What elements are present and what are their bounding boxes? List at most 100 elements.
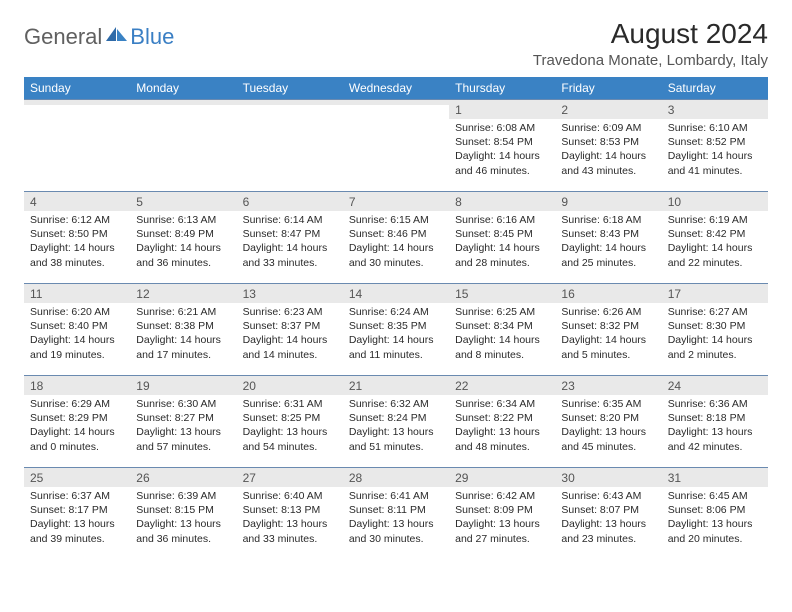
sunset-text: Sunset: 8:29 PM [30, 411, 124, 425]
sunrise-text: Sunrise: 6:45 AM [668, 489, 762, 503]
calendar-cell: 8Sunrise: 6:16 AMSunset: 8:45 PMDaylight… [449, 192, 555, 284]
day-details: Sunrise: 6:24 AMSunset: 8:35 PMDaylight:… [343, 303, 449, 366]
day-number: 25 [24, 468, 130, 487]
sunset-text: Sunset: 8:11 PM [349, 503, 443, 517]
daylight-text: Daylight: 14 hours and 19 minutes. [30, 333, 124, 361]
day-number: 22 [449, 376, 555, 395]
sunset-text: Sunset: 8:40 PM [30, 319, 124, 333]
sunrise-text: Sunrise: 6:31 AM [243, 397, 337, 411]
calendar-cell [237, 100, 343, 192]
sunset-text: Sunset: 8:47 PM [243, 227, 337, 241]
sunrise-text: Sunrise: 6:15 AM [349, 213, 443, 227]
sunrise-text: Sunrise: 6:34 AM [455, 397, 549, 411]
sunrise-text: Sunrise: 6:19 AM [668, 213, 762, 227]
day-header: Thursday [449, 77, 555, 100]
day-details [130, 105, 236, 111]
calendar-table: Sunday Monday Tuesday Wednesday Thursday… [24, 77, 768, 560]
day-details: Sunrise: 6:13 AMSunset: 8:49 PMDaylight:… [130, 211, 236, 274]
day-details: Sunrise: 6:36 AMSunset: 8:18 PMDaylight:… [662, 395, 768, 458]
day-number: 6 [237, 192, 343, 211]
day-number: 29 [449, 468, 555, 487]
sunset-text: Sunset: 8:54 PM [455, 135, 549, 149]
sunset-text: Sunset: 8:53 PM [561, 135, 655, 149]
day-number: 12 [130, 284, 236, 303]
daylight-text: Daylight: 14 hours and 41 minutes. [668, 149, 762, 177]
sunset-text: Sunset: 8:52 PM [668, 135, 762, 149]
sunrise-text: Sunrise: 6:24 AM [349, 305, 443, 319]
sunset-text: Sunset: 8:49 PM [136, 227, 230, 241]
calendar-cell: 5Sunrise: 6:13 AMSunset: 8:49 PMDaylight… [130, 192, 236, 284]
month-title: August 2024 [533, 18, 768, 50]
sunset-text: Sunset: 8:20 PM [561, 411, 655, 425]
day-details: Sunrise: 6:40 AMSunset: 8:13 PMDaylight:… [237, 487, 343, 550]
daylight-text: Daylight: 14 hours and 5 minutes. [561, 333, 655, 361]
daylight-text: Daylight: 14 hours and 33 minutes. [243, 241, 337, 269]
sunrise-text: Sunrise: 6:39 AM [136, 489, 230, 503]
sunset-text: Sunset: 8:18 PM [668, 411, 762, 425]
calendar-cell: 6 Sunrise: 6:14 AMSunset: 8:47 PMDaylight… [237, 192, 343, 284]
sunrise-text: Sunrise: 6:14 AM [243, 213, 337, 227]
calendar-cell: 18Sunrise: 6:29 AMSunset: 8:29 PMDayligh… [24, 376, 130, 468]
day-details [343, 105, 449, 111]
logo-text-blue: Blue [130, 24, 174, 50]
day-number: 16 [555, 284, 661, 303]
sunset-text: Sunset: 8:35 PM [349, 319, 443, 333]
sunset-text: Sunset: 8:45 PM [455, 227, 549, 241]
sunrise-text: Sunrise: 6:23 AM [243, 305, 337, 319]
daylight-text: Daylight: 14 hours and 30 minutes. [349, 241, 443, 269]
sunrise-text: Sunrise: 6:36 AM [668, 397, 762, 411]
calendar-cell: 2Sunrise: 6:09 AMSunset: 8:53 PMDaylight… [555, 100, 661, 192]
day-number: 1 [449, 100, 555, 119]
calendar-cell: 23Sunrise: 6:35 AMSunset: 8:20 PMDayligh… [555, 376, 661, 468]
day-details: Sunrise: 6:19 AMSunset: 8:42 PMDaylight:… [662, 211, 768, 274]
calendar-cell: 30Sunrise: 6:43 AMSunset: 8:07 PMDayligh… [555, 468, 661, 560]
day-details: Sunrise: 6:18 AMSunset: 8:43 PMDaylight:… [555, 211, 661, 274]
day-details [24, 105, 130, 111]
location-subtitle: Travedona Monate, Lombardy, Italy [533, 52, 768, 69]
daylight-text: Daylight: 14 hours and 2 minutes. [668, 333, 762, 361]
day-details: Sunrise: 6:12 AMSunset: 8:50 PMDaylight:… [24, 211, 130, 274]
sunrise-text: Sunrise: 6:13 AM [136, 213, 230, 227]
sunrise-text: Sunrise: 6:41 AM [349, 489, 443, 503]
day-details: Sunrise: 6:25 AMSunset: 8:34 PMDaylight:… [449, 303, 555, 366]
day-number: 28 [343, 468, 449, 487]
day-details: Sunrise: 6:30 AMSunset: 8:27 PMDaylight:… [130, 395, 236, 458]
calendar-cell: 25Sunrise: 6:37 AMSunset: 8:17 PMDayligh… [24, 468, 130, 560]
calendar-cell: 31Sunrise: 6:45 AMSunset: 8:06 PMDayligh… [662, 468, 768, 560]
calendar-cell: 16Sunrise: 6:26 AMSunset: 8:32 PMDayligh… [555, 284, 661, 376]
calendar-cell: 10Sunrise: 6:19 AMSunset: 8:42 PMDayligh… [662, 192, 768, 284]
daylight-text: Daylight: 14 hours and 0 minutes. [30, 425, 124, 453]
calendar-cell: 1Sunrise: 6:08 AMSunset: 8:54 PMDaylight… [449, 100, 555, 192]
daylight-text: Daylight: 13 hours and 33 minutes. [243, 517, 337, 545]
calendar-cell: 17Sunrise: 6:27 AMSunset: 8:30 PMDayligh… [662, 284, 768, 376]
day-details: Sunrise: 6:26 AMSunset: 8:32 PMDaylight:… [555, 303, 661, 366]
daylight-text: Daylight: 13 hours and 30 minutes. [349, 517, 443, 545]
daylight-text: Daylight: 13 hours and 27 minutes. [455, 517, 549, 545]
day-details: Sunrise: 6:09 AMSunset: 8:53 PMDaylight:… [555, 119, 661, 182]
sunset-text: Sunset: 8:43 PM [561, 227, 655, 241]
day-number: 9 [555, 192, 661, 211]
calendar-cell: 26Sunrise: 6:39 AMSunset: 8:15 PMDayligh… [130, 468, 236, 560]
sunset-text: Sunset: 8:32 PM [561, 319, 655, 333]
day-details: Sunrise: 6:08 AMSunset: 8:54 PMDaylight:… [449, 119, 555, 182]
day-details: Sunrise: 6:15 AMSunset: 8:46 PMDaylight:… [343, 211, 449, 274]
day-details: Sunrise: 6:21 AMSunset: 8:38 PMDaylight:… [130, 303, 236, 366]
calendar-cell: 29Sunrise: 6:42 AMSunset: 8:09 PMDayligh… [449, 468, 555, 560]
daylight-text: Daylight: 14 hours and 43 minutes. [561, 149, 655, 177]
daylight-text: Daylight: 13 hours and 20 minutes. [668, 517, 762, 545]
day-number: 26 [130, 468, 236, 487]
sunset-text: Sunset: 8:24 PM [349, 411, 443, 425]
daylight-text: Daylight: 14 hours and 22 minutes. [668, 241, 762, 269]
day-details: Sunrise: 6:10 AMSunset: 8:52 PMDaylight:… [662, 119, 768, 182]
calendar-cell: 3Sunrise: 6:10 AMSunset: 8:52 PMDaylight… [662, 100, 768, 192]
day-number: 13 [237, 284, 343, 303]
sunrise-text: Sunrise: 6:26 AM [561, 305, 655, 319]
sunrise-text: Sunrise: 6:37 AM [30, 489, 124, 503]
sunset-text: Sunset: 8:30 PM [668, 319, 762, 333]
title-block: August 2024 Travedona Monate, Lombardy, … [533, 18, 768, 69]
sunset-text: Sunset: 8:42 PM [668, 227, 762, 241]
sunrise-text: Sunrise: 6:42 AM [455, 489, 549, 503]
calendar-cell: 22Sunrise: 6:34 AMSunset: 8:22 PMDayligh… [449, 376, 555, 468]
day-number: 31 [662, 468, 768, 487]
calendar-cell [343, 100, 449, 192]
